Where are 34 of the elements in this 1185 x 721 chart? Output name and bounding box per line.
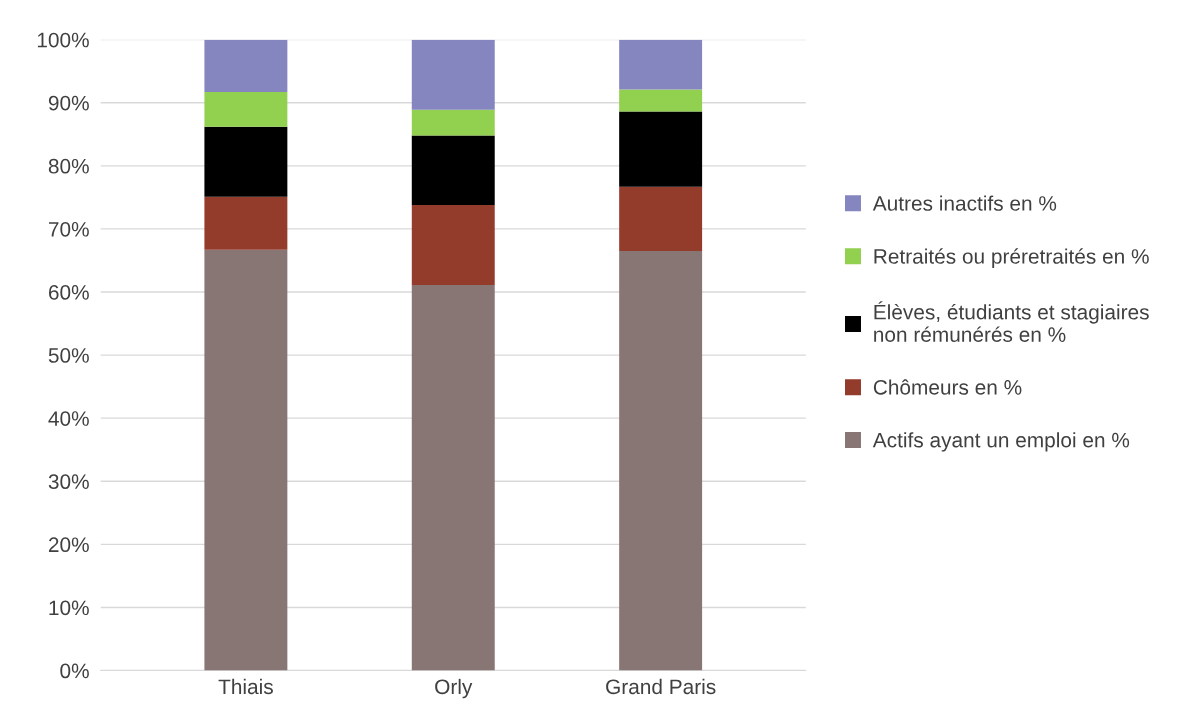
- bar: [619, 186, 703, 251]
- bar: [619, 89, 703, 112]
- bar: [411, 39, 495, 110]
- x-tick-label: Grand Paris: [606, 678, 716, 695]
- y-tick-label: 90%: [48, 95, 89, 111]
- y-tick-label: 40%: [48, 411, 89, 426]
- bar: [619, 39, 703, 90]
- bar: [204, 196, 288, 250]
- legend-label: Chômeurs en %: [873, 379, 1022, 395]
- legend-label: Retraités ou préretraités en %: [874, 248, 1149, 268]
- y-tick-label: 100%: [37, 32, 89, 48]
- bar: [619, 111, 703, 187]
- bar: [204, 126, 288, 197]
- legend-label: Actifs ayant un emploi en %: [872, 432, 1130, 452]
- bar: [411, 109, 495, 136]
- y-tick-label: 80%: [48, 158, 89, 174]
- y-tick-label: 20%: [48, 537, 89, 553]
- y-tick-label: 70%: [48, 221, 89, 237]
- bar: [619, 251, 703, 671]
- legend-label: Autres inactifs en %: [872, 195, 1057, 211]
- bar: [204, 249, 288, 671]
- y-tick-label: 0%: [60, 663, 89, 679]
- bar: [204, 92, 288, 127]
- y-tick-label: 60%: [48, 285, 89, 300]
- x-tick-label: Thiais: [218, 678, 273, 695]
- x-tick-label: Orly: [435, 678, 473, 699]
- y-tick-label: 30%: [48, 474, 89, 490]
- bar: [204, 39, 288, 93]
- legend-label: Élèves, étudiants et stagiaires non rémunérés en %: [874, 301, 1149, 342]
- bar: [411, 285, 495, 671]
- bar: [411, 135, 495, 205]
- y-tick-label: 10%: [49, 600, 89, 616]
- y-tick-label: 50%: [48, 348, 89, 363]
- bar: [411, 204, 495, 286]
